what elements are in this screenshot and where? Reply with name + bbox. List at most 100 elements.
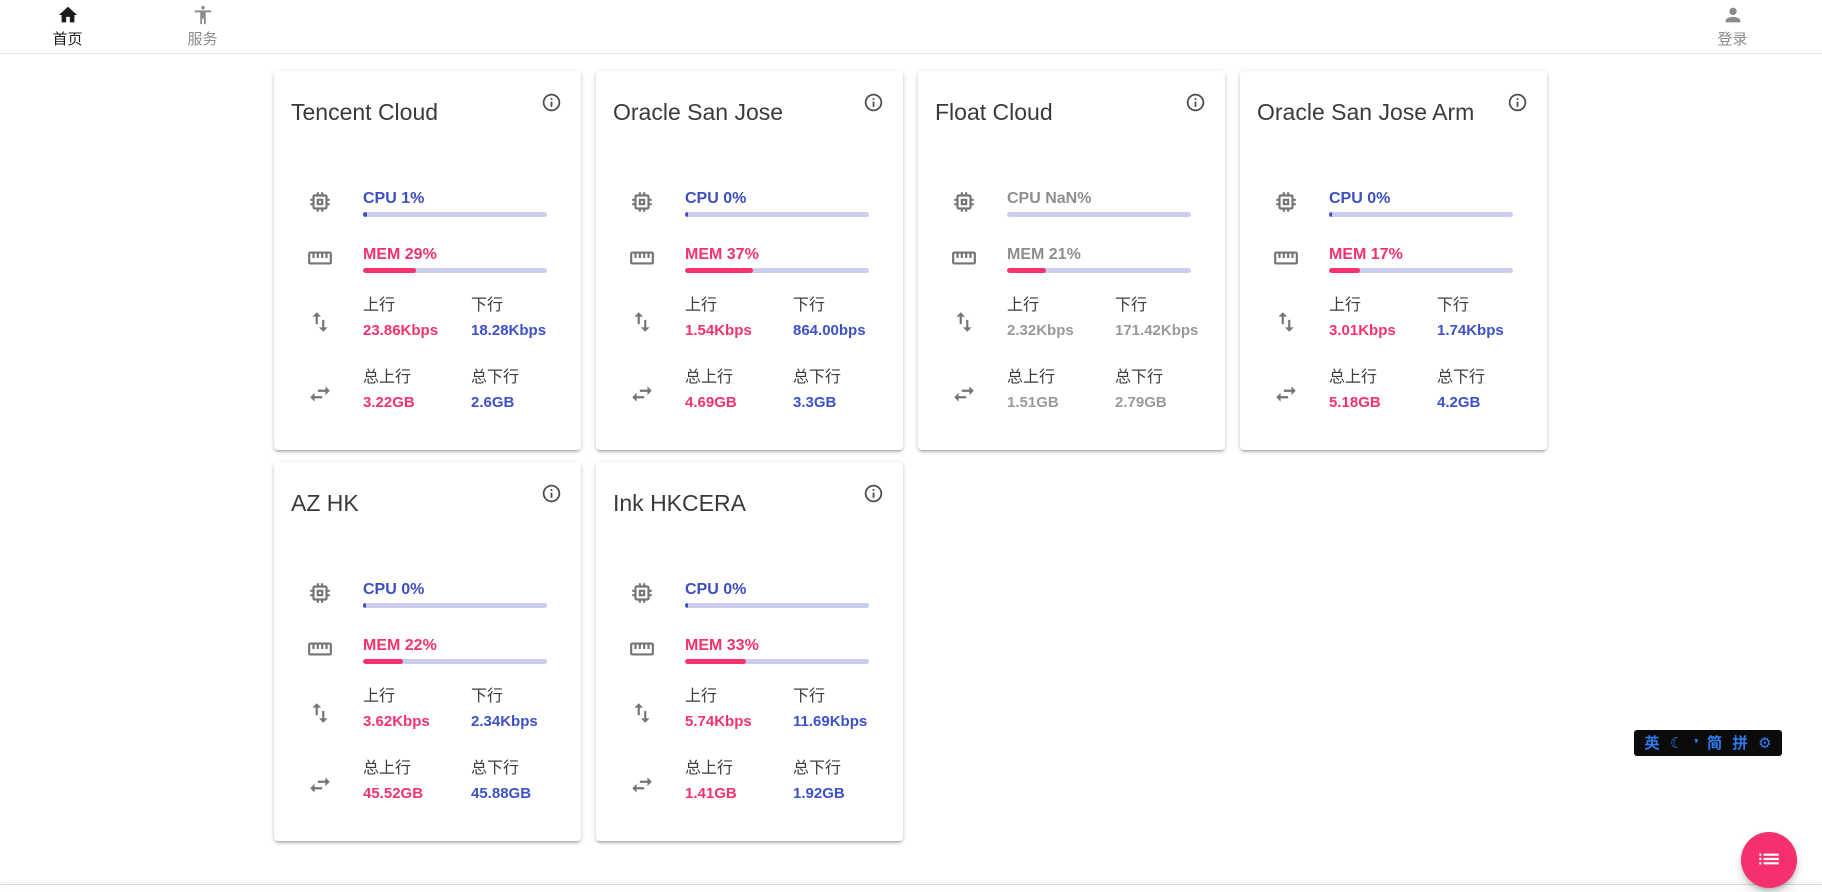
upload-speed-value: 3.01Kbps	[1329, 322, 1396, 339]
cpu-chip-icon	[629, 189, 685, 215]
download-label: 下行	[1437, 297, 1470, 314]
info-icon[interactable]	[541, 92, 562, 113]
download-label: 下行	[471, 297, 504, 314]
info-icon[interactable]	[863, 92, 884, 113]
cpu-usage-label: CPU 0%	[363, 581, 425, 598]
server-name: Float Cloud	[935, 99, 1053, 125]
mem-usage-label: MEM 29%	[363, 246, 437, 263]
swap-horizontal-icon	[307, 368, 363, 407]
cpu-progress-track	[1007, 212, 1191, 217]
cpu-progress-fill	[363, 603, 366, 608]
total-traffic-row: 总上行 1.41GB 总下行 1.92GB	[596, 759, 903, 803]
cpu-progress-fill	[685, 212, 688, 217]
total-download-value: 2.79GB	[1115, 394, 1167, 411]
ime-toolbar[interactable]: 英 ☾ ’’ 简 拼 ⚙	[1634, 730, 1782, 756]
download-label: 下行	[471, 688, 504, 705]
speed-row: 上行 3.01Kbps 下行 1.74Kbps	[1240, 296, 1547, 340]
upload-label: 上行	[685, 297, 718, 314]
upload-speed-value: 1.54Kbps	[685, 322, 752, 339]
total-download-value: 1.92GB	[793, 785, 845, 802]
info-icon[interactable]	[863, 483, 884, 504]
cpu-row: CPU 0%	[1240, 189, 1547, 217]
server-card: Oracle San Jose CPU 0% MEM 37%	[596, 71, 903, 450]
nav-service-button[interactable]: 服务	[135, 0, 270, 54]
cpu-progress-fill	[363, 212, 367, 217]
list-icon	[1756, 846, 1782, 875]
upload-label: 上行	[1007, 297, 1040, 314]
mem-row: MEM 22%	[274, 636, 581, 664]
info-icon[interactable]	[1507, 92, 1528, 113]
total-download-label: 总下行	[1115, 369, 1164, 386]
server-list-fab[interactable]	[1741, 832, 1797, 888]
total-traffic-row: 总上行 3.22GB 总下行 2.6GB	[274, 368, 581, 412]
server-grid: Tencent Cloud CPU 1% MEM 29%	[274, 71, 1548, 841]
home-icon	[57, 4, 79, 26]
swap-horizontal-icon	[307, 759, 363, 798]
upload-label: 上行	[363, 688, 396, 705]
cpu-chip-icon	[1273, 189, 1329, 215]
swap-horizontal-icon	[629, 368, 685, 407]
swap-vertical-icon	[1273, 296, 1329, 335]
total-upload-value: 5.18GB	[1329, 394, 1381, 411]
swap-horizontal-icon	[1273, 368, 1329, 407]
mem-progress-track	[363, 659, 547, 664]
speed-row: 上行 2.32Kbps 下行 171.42Kbps	[918, 296, 1225, 340]
mem-progress-fill	[363, 659, 404, 664]
cpu-chip-icon	[307, 189, 363, 215]
total-upload-label: 总上行	[363, 760, 412, 777]
total-download-label: 总下行	[793, 760, 842, 777]
total-upload-value: 1.41GB	[685, 785, 737, 802]
nav-home-button[interactable]: 首页	[0, 0, 135, 54]
download-speed-value: 18.28Kbps	[471, 322, 547, 339]
cpu-row: CPU 0%	[596, 580, 903, 608]
mem-usage-label: MEM 22%	[363, 637, 437, 654]
total-upload-label: 总上行	[685, 369, 734, 386]
nav-service-label: 服务	[187, 31, 218, 48]
total-upload-value: 45.52GB	[363, 785, 424, 802]
info-icon[interactable]	[1185, 92, 1206, 113]
total-upload-value: 3.22GB	[363, 394, 415, 411]
download-speed-value: 2.34Kbps	[471, 713, 538, 730]
mem-usage-label: MEM 21%	[1007, 246, 1081, 263]
swap-vertical-icon	[307, 296, 363, 335]
swap-vertical-icon	[951, 296, 1007, 335]
total-download-value: 2.6GB	[471, 394, 515, 411]
server-card: AZ HK CPU 0% MEM 22%	[274, 462, 581, 841]
mem-progress-fill	[685, 659, 746, 664]
ime-punctuation-mode[interactable]: ’’	[1693, 735, 1699, 751]
total-upload-label: 总上行	[363, 369, 412, 386]
person-icon	[1722, 4, 1744, 26]
download-label: 下行	[1115, 297, 1148, 314]
cpu-progress-track	[685, 603, 869, 608]
mem-progress-fill	[363, 268, 417, 273]
swap-horizontal-icon	[951, 368, 1007, 407]
ruler-icon	[951, 245, 1007, 271]
moon-icon[interactable]: ☾	[1669, 734, 1684, 752]
download-speed-value: 171.42Kbps	[1115, 322, 1199, 339]
server-card: Tencent Cloud CPU 1% MEM 29%	[274, 71, 581, 450]
upload-label: 上行	[1329, 297, 1362, 314]
swap-vertical-icon	[629, 296, 685, 335]
info-icon[interactable]	[541, 483, 562, 504]
total-download-value: 4.2GB	[1437, 394, 1481, 411]
ime-english-mode[interactable]: 英	[1644, 734, 1660, 752]
login-button[interactable]: 登录	[1665, 0, 1800, 54]
ime-simplified-mode[interactable]: 简	[1707, 734, 1723, 752]
server-name: Tencent Cloud	[291, 99, 439, 125]
cpu-progress-fill	[1329, 212, 1332, 217]
speed-row: 上行 5.74Kbps 下行 11.69Kbps	[596, 687, 903, 731]
login-label: 登录	[1717, 31, 1748, 48]
cpu-progress-track	[363, 212, 547, 217]
swap-vertical-icon	[629, 687, 685, 726]
mem-progress-track	[1329, 268, 1513, 273]
ime-pinyin-mode[interactable]: 拼	[1732, 734, 1748, 752]
speed-row: 上行 23.86Kbps 下行 18.28Kbps	[274, 296, 581, 340]
total-upload-label: 总上行	[1007, 369, 1056, 386]
server-name: Ink HKCERA	[613, 490, 746, 516]
gear-icon[interactable]: ⚙	[1758, 734, 1772, 752]
cpu-usage-label: CPU 0%	[685, 190, 747, 207]
upload-speed-value: 2.32Kbps	[1007, 322, 1074, 339]
download-speed-value: 1.74Kbps	[1437, 322, 1504, 339]
mem-progress-track	[1007, 268, 1191, 273]
mem-row: MEM 17%	[1240, 245, 1547, 273]
